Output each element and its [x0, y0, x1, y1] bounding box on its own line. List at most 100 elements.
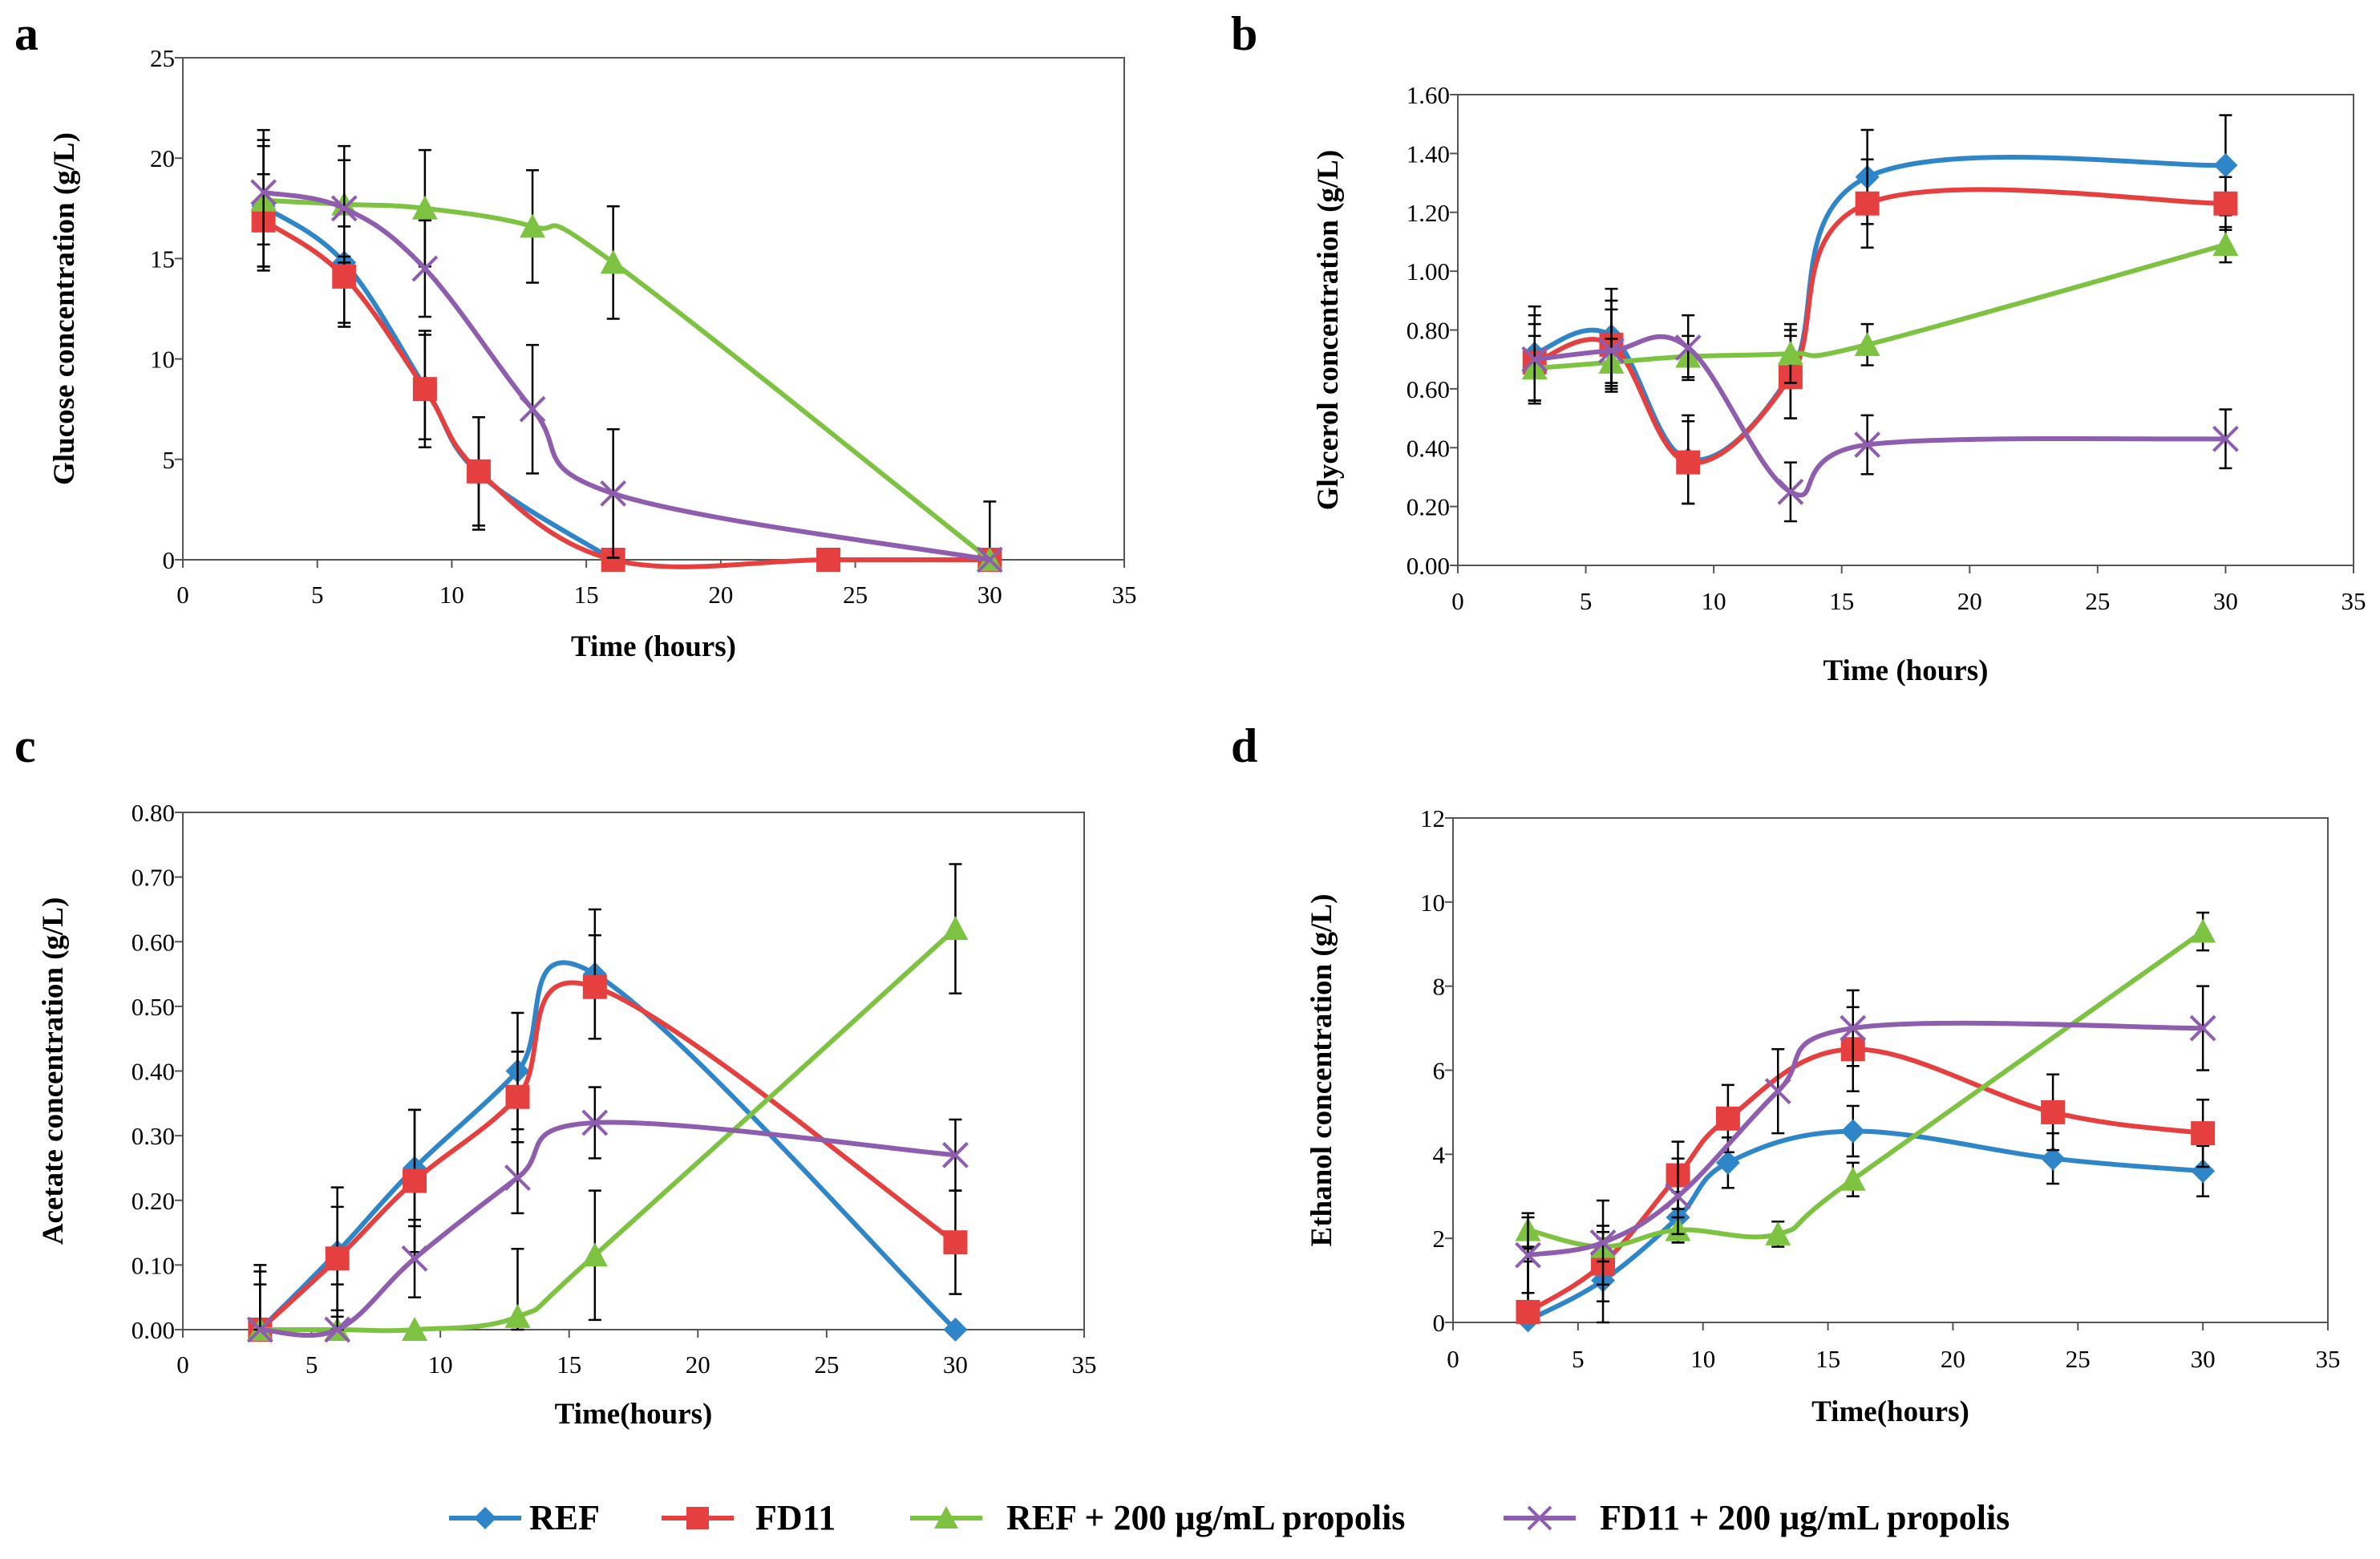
- series-fd11: [248, 933, 968, 1342]
- data-point: [411, 255, 439, 282]
- series-ref: [248, 908, 968, 1342]
- series-ref-200-g-ml-propolis: [1515, 911, 2216, 1263]
- y-tick-label: 2: [1433, 1225, 1446, 1253]
- y-tick-label: 15: [150, 245, 175, 273]
- series-line: [1532, 155, 2228, 463]
- data-point: [942, 1141, 969, 1168]
- panel-a: a 0 5 10 15 20 25 0 5 10 15 20 25 30 35 Time (hours) Gl…: [14, 7, 1137, 663]
- x-tick-label: 35: [2342, 587, 2366, 615]
- x-tick-label: 15: [1829, 587, 1854, 615]
- data-point: [324, 1316, 351, 1343]
- data-point: [581, 1242, 608, 1267]
- y-tick-label: 1.40: [1407, 140, 1450, 168]
- data-point: [816, 548, 841, 572]
- y-tick-label: 0.20: [132, 1187, 175, 1215]
- data-point: [1765, 1221, 1791, 1245]
- legend: REF FD11 REF + 200 μg/mL propolis FD11 +…: [449, 1498, 2010, 1537]
- y-tick-label: 1.20: [1407, 199, 1450, 227]
- data-point: [1515, 1241, 1541, 1269]
- y-tick-label: 4: [1433, 1140, 1446, 1168]
- data-point: [1665, 1183, 1691, 1210]
- x-tick-label: 10: [428, 1350, 453, 1379]
- x-tick-label: 10: [1702, 587, 1726, 615]
- series-line: [261, 197, 993, 562]
- x-tick-label: 30: [943, 1350, 968, 1379]
- panel-b-letter: b: [1231, 7, 1257, 60]
- data-point: [2213, 153, 2238, 178]
- series-line: [1532, 187, 2228, 466]
- x-tick-label: 15: [557, 1350, 581, 1379]
- x-tick-label: 0: [176, 581, 189, 609]
- x-tick-label: 0: [1447, 1345, 1459, 1373]
- legend-swatch-ref: [449, 1507, 521, 1529]
- y-axis-title: Acetate concentration (g/L): [37, 897, 70, 1245]
- legend-label-fd11: FD11: [755, 1498, 836, 1537]
- data-point: [582, 974, 607, 999]
- series-fd11-200-g-ml-propolis: [1521, 308, 2239, 523]
- panel-d: d 0 2 4 6 8 10 12 0 5 10 15 20 25 30 35 Time(hours) Etha…: [1231, 719, 2341, 1428]
- x-tick-label: 5: [1572, 1345, 1585, 1373]
- y-tick-label: 0.00: [1407, 552, 1450, 580]
- data-point: [1521, 346, 1548, 373]
- y-tick-label: 1.00: [1407, 257, 1450, 285]
- y-tick-label: 0.00: [132, 1316, 175, 1344]
- x-tick-label: 35: [1112, 581, 1137, 609]
- y-tick-label: 0.60: [1407, 375, 1450, 403]
- y-axis-title: Glucose concentration (g/L): [48, 132, 81, 485]
- legend-marker: [474, 1507, 496, 1529]
- y-tick-label: 25: [150, 44, 175, 72]
- data-point: [581, 1109, 609, 1136]
- x-tick-label: 25: [2085, 587, 2110, 615]
- legend-swatch-ref-prop: [910, 1506, 982, 1529]
- data-point: [519, 395, 546, 423]
- x-tick-label: 30: [2191, 1345, 2216, 1373]
- x-tick-label: 10: [1690, 1345, 1715, 1373]
- y-tick-label: 10: [150, 346, 175, 374]
- series-line: [1525, 1020, 2206, 1258]
- y-tick-label: 0.70: [132, 864, 175, 892]
- data-point: [250, 179, 277, 206]
- series-fd11-200-g-ml-propolis: [250, 139, 1003, 573]
- data-point: [1715, 1106, 1740, 1131]
- data-point: [2190, 918, 2216, 943]
- y-tick-label: 0.50: [132, 993, 175, 1021]
- x-tick-label: 35: [1072, 1350, 1097, 1379]
- data-point: [402, 1317, 428, 1341]
- series-line: [257, 980, 958, 1332]
- y-tick-label: 0.40: [132, 1058, 175, 1086]
- data-point: [1589, 1229, 1617, 1256]
- data-point: [412, 377, 437, 402]
- series-ref-200-g-ml-propolis: [1521, 225, 2239, 402]
- panel-d-letter: d: [1231, 719, 1257, 772]
- data-point: [1854, 331, 1880, 356]
- x-tick-label: 15: [1815, 1345, 1840, 1373]
- x-tick-label: 35: [2316, 1345, 2341, 1373]
- data-point: [1674, 334, 1702, 361]
- y-tick-label: 0: [163, 546, 176, 574]
- data-point: [505, 1084, 530, 1109]
- x-tick-label: 5: [306, 1350, 318, 1379]
- y-tick-label: 0.40: [1407, 434, 1450, 462]
- data-point: [2041, 1146, 2066, 1171]
- data-point: [504, 1303, 531, 1328]
- data-point: [1516, 1299, 1540, 1324]
- data-point: [942, 916, 969, 941]
- data-point: [332, 264, 357, 289]
- data-point: [2191, 1121, 2216, 1146]
- x-tick-label: 20: [1957, 587, 1982, 615]
- y-tick-label: 8: [1433, 973, 1446, 1001]
- panel-b: b 0.00 0.20 0.40 0.60 0.80 1.00 1.20 1.40 1.60 0 5…: [1231, 7, 2366, 687]
- data-point: [1777, 340, 1803, 365]
- x-tick-label: 5: [311, 581, 324, 609]
- data-point: [466, 459, 491, 484]
- plot-area: [182, 57, 1125, 561]
- x-axis-title: Time (hours): [1823, 654, 1989, 687]
- series-fd11-200-g-ml-propolis: [246, 1086, 969, 1343]
- series-line: [261, 204, 616, 562]
- data-point: [401, 1245, 428, 1272]
- legend-swatch-fd11-prop: [1504, 1505, 1576, 1531]
- y-tick-label: 20: [150, 144, 175, 172]
- series-line: [1532, 242, 2228, 371]
- data-point: [2212, 425, 2239, 452]
- y-tick-label: 0.80: [132, 799, 175, 827]
